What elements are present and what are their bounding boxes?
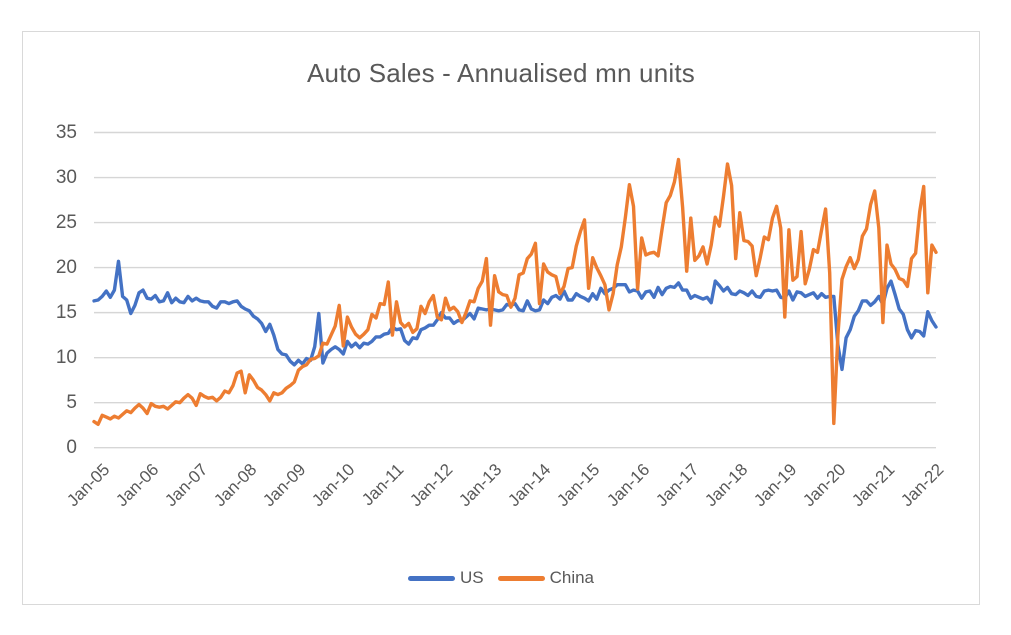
chart-frame: Auto Sales - Annualised mn units 0 5 10 15 2…: [22, 31, 980, 605]
china-series-line: [92, 157, 938, 426]
legend-label-us: US: [459, 568, 484, 587]
y-axis-tick-label: 10: [55, 346, 77, 368]
y-axis-tick-label: 0: [66, 436, 77, 458]
y-axis-tick-label: 25: [55, 211, 77, 233]
china-line-swatch: [497, 575, 545, 581]
us-series-line: [92, 259, 938, 372]
legend-item-china: China: [497, 568, 595, 588]
plot-area: [92, 131, 938, 449]
us-line-swatch: [407, 575, 455, 581]
legend-label-china: China: [549, 568, 595, 587]
y-axis-tick-label: 15: [55, 301, 77, 323]
legend: US China: [23, 568, 979, 588]
legend-item-us: US: [407, 568, 484, 588]
y-axis-tick-label: 30: [55, 166, 77, 188]
y-axis-tick-label: 35: [55, 121, 77, 143]
chart-title: Auto Sales - Annualised mn units: [307, 58, 695, 88]
y-axis-tick-label: 20: [55, 256, 77, 278]
y-axis-tick-label: 5: [66, 391, 77, 413]
